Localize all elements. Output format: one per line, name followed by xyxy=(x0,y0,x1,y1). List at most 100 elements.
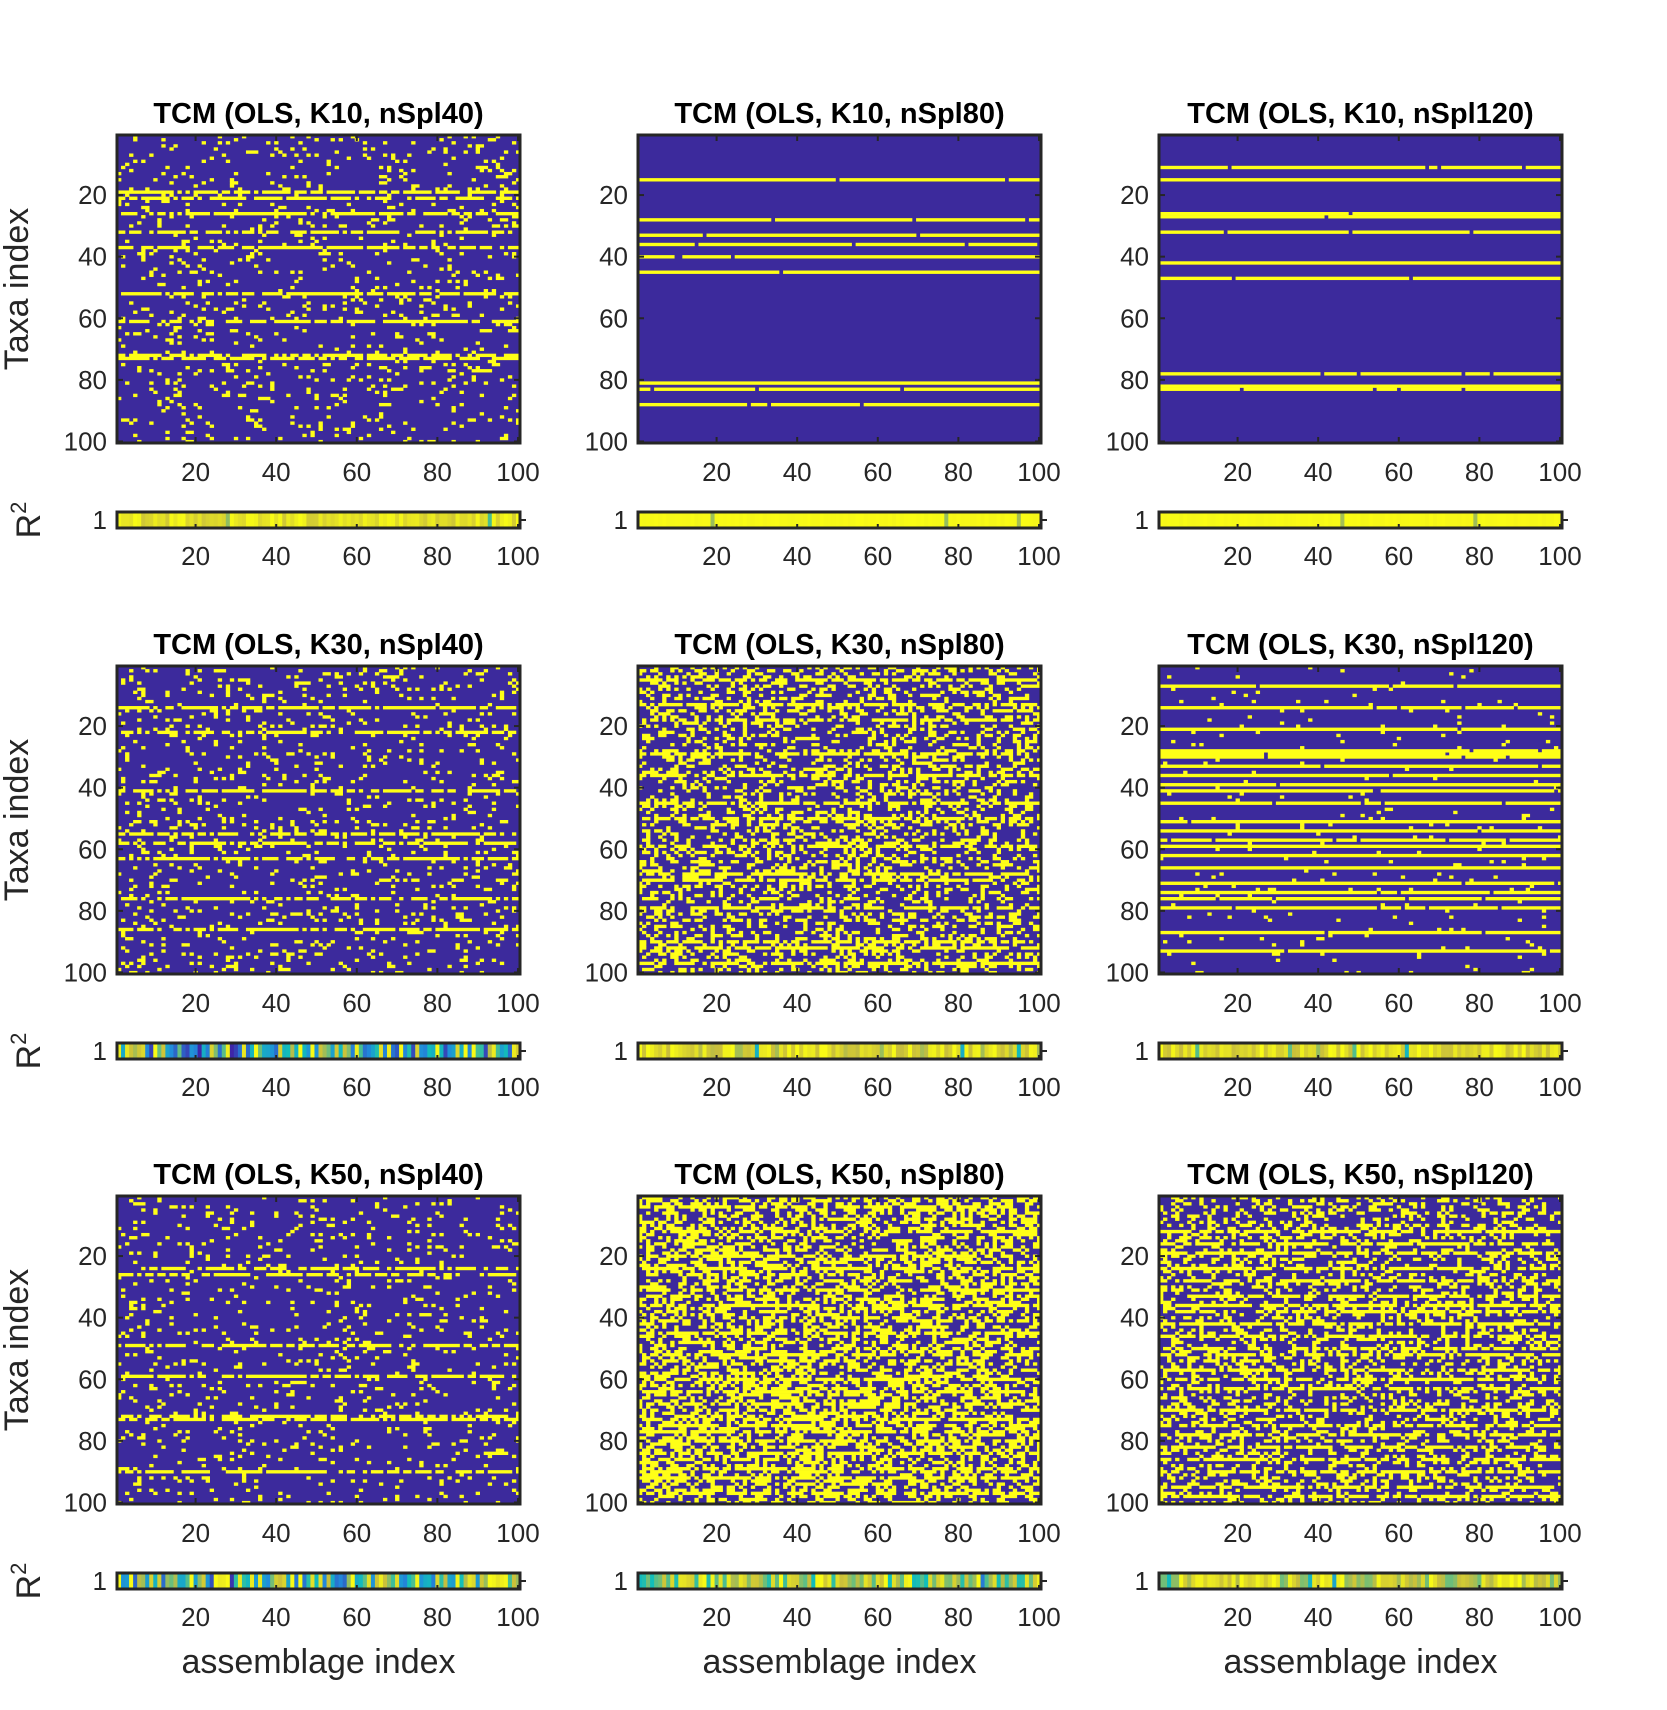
heatmap-cell xyxy=(133,159,138,164)
heatmap-cell xyxy=(278,739,283,744)
heatmap-cell xyxy=(936,952,941,956)
heatmap-cell xyxy=(1020,856,1026,861)
r2-cell xyxy=(282,512,287,528)
heatmap-cell xyxy=(855,820,864,824)
r2-cell xyxy=(799,512,804,528)
heatmap-cell xyxy=(686,850,691,855)
r2-cell xyxy=(940,512,945,528)
heatmap-cell xyxy=(435,279,440,284)
heatmap-cell xyxy=(940,764,957,768)
heatmap-cell xyxy=(431,202,436,207)
heatmap-cell xyxy=(133,789,154,793)
heatmap-cell xyxy=(403,915,408,919)
r2-cell xyxy=(944,1043,949,1059)
heatmap-cell xyxy=(891,893,897,898)
r2-cell xyxy=(479,1043,485,1059)
heatmap-cell xyxy=(734,853,748,858)
r2-cell xyxy=(330,1043,336,1059)
heatmap-cell xyxy=(511,752,517,756)
heatmap-cell xyxy=(205,933,210,938)
heatmap-cell xyxy=(225,282,231,287)
heatmap-cell xyxy=(503,724,509,728)
heatmap-cell xyxy=(992,832,997,836)
heatmap-cell xyxy=(726,897,731,901)
heatmap-cell xyxy=(754,699,760,704)
y-tick-label: 60 xyxy=(1120,303,1149,333)
heatmap-cell xyxy=(932,776,937,781)
heatmap-cell xyxy=(734,795,744,799)
heatmap-cell xyxy=(370,789,380,793)
heatmap-cell xyxy=(912,736,917,741)
heatmap-cell xyxy=(153,335,158,339)
heatmap-cell xyxy=(726,690,736,695)
heatmap-cell xyxy=(278,826,283,830)
heatmap-cell xyxy=(411,187,416,191)
heatmap-cell xyxy=(270,666,275,670)
heatmap-cell xyxy=(1336,733,1341,738)
heatmap-cell xyxy=(245,369,251,373)
r2-cell xyxy=(823,1043,828,1059)
heatmap-cell xyxy=(887,696,897,701)
heatmap-cell xyxy=(916,930,925,935)
heatmap-cell xyxy=(835,964,840,969)
heatmap-cell xyxy=(129,675,134,679)
heatmap-cell xyxy=(758,924,768,929)
heatmap-cell xyxy=(161,319,166,324)
heatmap-cell xyxy=(213,743,219,747)
heatmap-cell xyxy=(831,672,836,676)
r2-cell xyxy=(487,512,493,528)
r2-cell xyxy=(666,512,671,528)
heatmap-cell xyxy=(956,964,977,969)
r2-cell xyxy=(694,512,699,528)
r2-cell xyxy=(984,512,990,528)
heatmap-cell xyxy=(173,329,178,333)
r2-cell xyxy=(1187,512,1192,528)
r2-cell xyxy=(674,1043,679,1059)
heatmap-cell xyxy=(766,724,772,728)
heatmap-cell xyxy=(129,669,134,673)
heatmap-cell xyxy=(899,967,909,972)
heatmap-cell xyxy=(694,893,703,898)
heatmap-cell xyxy=(654,933,659,938)
heatmap-cell xyxy=(698,672,707,676)
heatmap-cell xyxy=(387,205,396,210)
heatmap-cell xyxy=(936,709,949,713)
heatmap-cell xyxy=(642,736,655,741)
heatmap-cell xyxy=(912,786,917,790)
r2-cell xyxy=(702,1043,707,1059)
heatmap-cell xyxy=(282,242,287,247)
heatmap-cell xyxy=(229,178,235,182)
heatmap-cell xyxy=(233,190,251,194)
heatmap-cell xyxy=(354,279,360,284)
heatmap-cell xyxy=(791,866,796,870)
heatmap-cell xyxy=(682,875,699,879)
heatmap-cell xyxy=(819,832,824,836)
r2-strip xyxy=(638,1043,1042,1059)
r2-cell xyxy=(1372,512,1378,528)
heatmap-cell xyxy=(867,826,873,830)
heatmap-cell xyxy=(742,721,748,725)
heatmap-cell xyxy=(346,319,376,324)
heatmap-cell xyxy=(706,684,711,688)
heatmap-cell xyxy=(638,961,655,966)
r2-cell xyxy=(374,512,380,528)
heatmap-cell xyxy=(157,372,162,376)
heatmap-cell xyxy=(350,298,356,302)
heatmap-cell xyxy=(964,681,969,685)
heatmap-cell xyxy=(924,804,933,808)
heatmap-cell xyxy=(714,912,723,916)
heatmap-cell xyxy=(145,798,150,802)
heatmap-cell xyxy=(843,733,848,738)
heatmap-cell xyxy=(871,718,909,722)
heatmap-cell xyxy=(666,826,671,830)
heatmap-cell xyxy=(370,332,376,336)
heatmap-cell xyxy=(193,761,198,765)
heatmap-cell xyxy=(298,159,303,164)
heatmap-cell xyxy=(197,832,206,836)
heatmap-cell xyxy=(165,743,170,747)
heatmap-cell xyxy=(391,684,396,688)
heatmap-cell xyxy=(948,823,957,827)
r2-cell xyxy=(1012,1043,1018,1059)
heatmap-cell xyxy=(245,927,299,932)
heatmap-cell xyxy=(690,927,695,932)
